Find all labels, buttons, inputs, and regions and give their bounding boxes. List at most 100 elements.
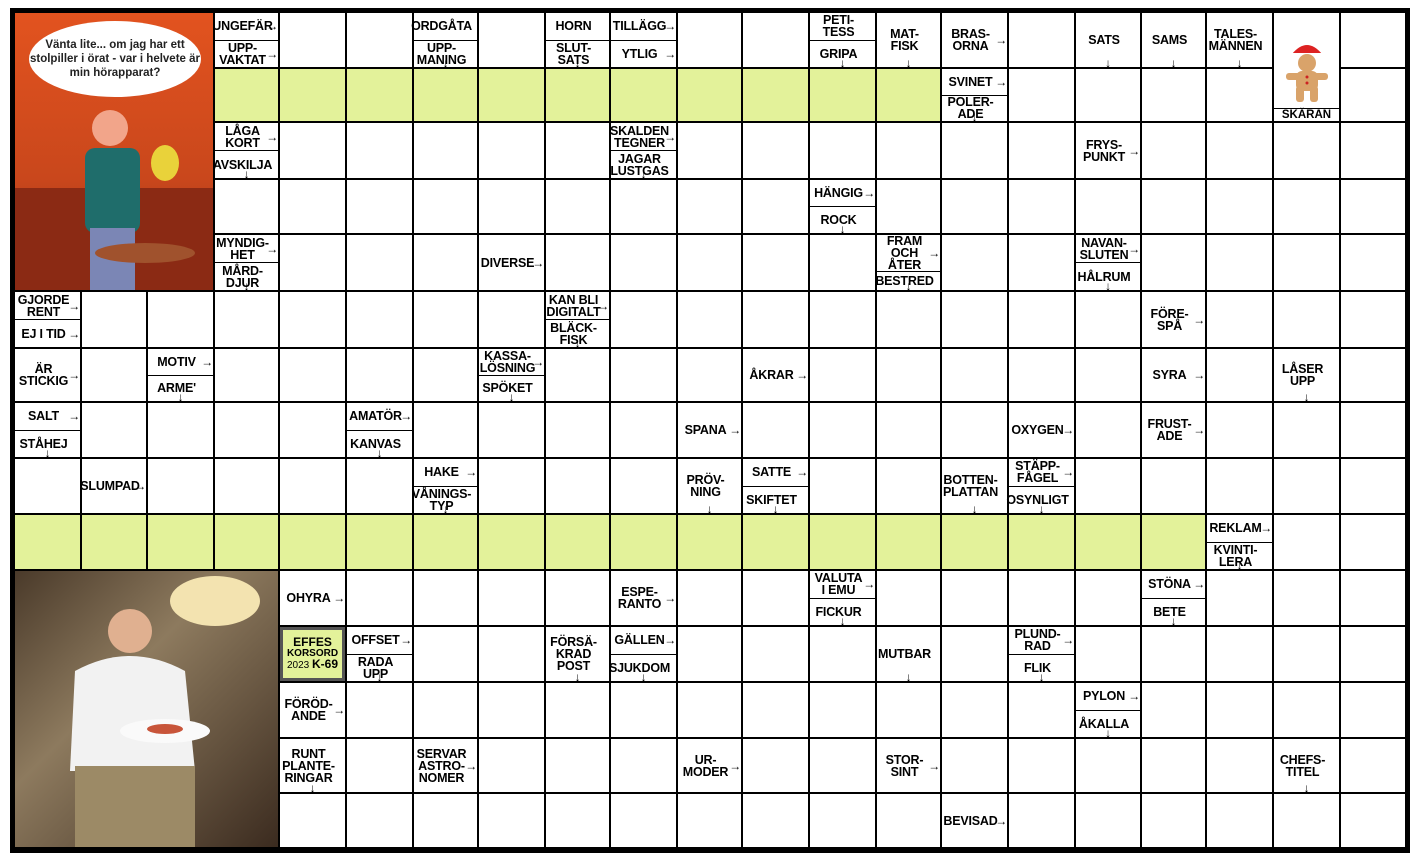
answer-cell[interactable] bbox=[1341, 13, 1405, 67]
answer-cell[interactable] bbox=[479, 180, 544, 233]
answer-cell[interactable] bbox=[1009, 123, 1074, 178]
answer-cell[interactable] bbox=[1341, 69, 1405, 121]
answer-cell[interactable] bbox=[743, 739, 808, 792]
answer-cell[interactable] bbox=[743, 180, 808, 233]
answer-cell[interactable] bbox=[347, 292, 412, 347]
answer-cell[interactable] bbox=[479, 403, 544, 457]
answer-cell[interactable] bbox=[810, 794, 875, 847]
answer-cell[interactable] bbox=[1009, 349, 1074, 401]
answer-cell[interactable] bbox=[1207, 403, 1272, 457]
answer-cell[interactable] bbox=[743, 235, 808, 290]
answer-cell[interactable] bbox=[347, 459, 412, 513]
answer-cell[interactable] bbox=[1076, 571, 1140, 625]
answer-cell-highlighted[interactable] bbox=[877, 69, 940, 121]
answer-cell[interactable] bbox=[1341, 123, 1405, 178]
answer-cell[interactable] bbox=[1142, 739, 1205, 792]
answer-cell[interactable] bbox=[414, 292, 477, 347]
answer-cell[interactable] bbox=[414, 571, 477, 625]
answer-cell-highlighted[interactable] bbox=[414, 515, 477, 569]
answer-cell[interactable] bbox=[678, 683, 741, 737]
answer-cell[interactable] bbox=[148, 292, 213, 347]
answer-cell[interactable] bbox=[1341, 515, 1405, 569]
answer-cell[interactable] bbox=[280, 123, 345, 178]
answer-cell-highlighted[interactable] bbox=[743, 515, 808, 569]
answer-cell[interactable] bbox=[810, 123, 875, 178]
answer-cell-highlighted[interactable] bbox=[280, 69, 345, 121]
answer-cell[interactable] bbox=[479, 123, 544, 178]
answer-cell[interactable] bbox=[215, 459, 278, 513]
answer-cell[interactable] bbox=[1274, 627, 1339, 681]
answer-cell[interactable] bbox=[1142, 123, 1205, 178]
answer-cell[interactable] bbox=[678, 180, 741, 233]
answer-cell[interactable] bbox=[148, 403, 213, 457]
answer-cell-highlighted[interactable] bbox=[810, 515, 875, 569]
answer-cell-highlighted[interactable] bbox=[546, 69, 609, 121]
answer-cell[interactable] bbox=[546, 459, 609, 513]
answer-cell[interactable] bbox=[479, 571, 544, 625]
answer-cell[interactable] bbox=[15, 459, 80, 513]
answer-cell[interactable] bbox=[1076, 349, 1140, 401]
answer-cell[interactable] bbox=[743, 292, 808, 347]
answer-cell[interactable] bbox=[1009, 69, 1074, 121]
answer-cell[interactable] bbox=[1207, 627, 1272, 681]
answer-cell[interactable] bbox=[1207, 292, 1272, 347]
answer-cell-highlighted[interactable] bbox=[1009, 515, 1074, 569]
answer-cell[interactable] bbox=[611, 349, 676, 401]
answer-cell[interactable] bbox=[611, 292, 676, 347]
answer-cell-highlighted[interactable] bbox=[215, 69, 278, 121]
answer-cell[interactable] bbox=[942, 292, 1007, 347]
answer-cell[interactable] bbox=[215, 180, 278, 233]
answer-cell[interactable] bbox=[611, 683, 676, 737]
answer-cell[interactable] bbox=[347, 13, 412, 67]
answer-cell[interactable] bbox=[546, 739, 609, 792]
answer-cell-highlighted[interactable] bbox=[148, 515, 213, 569]
answer-cell[interactable] bbox=[82, 403, 146, 457]
answer-cell[interactable] bbox=[810, 459, 875, 513]
answer-cell[interactable] bbox=[877, 459, 940, 513]
answer-cell[interactable] bbox=[810, 627, 875, 681]
answer-cell[interactable] bbox=[1207, 349, 1272, 401]
answer-cell[interactable] bbox=[479, 683, 544, 737]
answer-cell[interactable] bbox=[1009, 292, 1074, 347]
answer-cell[interactable] bbox=[1341, 349, 1405, 401]
answer-cell[interactable] bbox=[215, 349, 278, 401]
answer-cell[interactable] bbox=[479, 627, 544, 681]
answer-cell[interactable] bbox=[1274, 292, 1339, 347]
answer-cell[interactable] bbox=[479, 794, 544, 847]
answer-cell[interactable] bbox=[479, 739, 544, 792]
answer-cell[interactable] bbox=[810, 683, 875, 737]
answer-cell[interactable] bbox=[148, 459, 213, 513]
answer-cell[interactable] bbox=[1009, 571, 1074, 625]
answer-cell[interactable] bbox=[1076, 403, 1140, 457]
answer-cell[interactable] bbox=[611, 403, 676, 457]
answer-cell-highlighted[interactable] bbox=[810, 69, 875, 121]
answer-cell[interactable] bbox=[215, 403, 278, 457]
answer-cell[interactable] bbox=[1009, 683, 1074, 737]
answer-cell[interactable] bbox=[743, 571, 808, 625]
answer-cell[interactable] bbox=[280, 235, 345, 290]
answer-cell[interactable] bbox=[1341, 459, 1405, 513]
answer-cell[interactable] bbox=[1207, 459, 1272, 513]
answer-cell-highlighted[interactable] bbox=[611, 69, 676, 121]
answer-cell-highlighted[interactable] bbox=[877, 515, 940, 569]
answer-cell-highlighted[interactable] bbox=[743, 69, 808, 121]
answer-cell[interactable] bbox=[1207, 69, 1272, 121]
answer-cell[interactable] bbox=[877, 794, 940, 847]
answer-cell[interactable] bbox=[414, 403, 477, 457]
answer-cell[interactable] bbox=[546, 235, 609, 290]
answer-cell[interactable] bbox=[942, 123, 1007, 178]
answer-cell[interactable] bbox=[1341, 794, 1405, 847]
answer-cell[interactable] bbox=[479, 292, 544, 347]
answer-cell-highlighted[interactable] bbox=[347, 69, 412, 121]
answer-cell[interactable] bbox=[1341, 403, 1405, 457]
answer-cell[interactable] bbox=[678, 235, 741, 290]
answer-cell[interactable] bbox=[347, 180, 412, 233]
answer-cell[interactable] bbox=[1207, 235, 1272, 290]
answer-cell[interactable] bbox=[1142, 235, 1205, 290]
answer-cell[interactable] bbox=[280, 292, 345, 347]
answer-cell[interactable] bbox=[1142, 69, 1205, 121]
answer-cell[interactable] bbox=[414, 683, 477, 737]
answer-cell[interactable] bbox=[1341, 739, 1405, 792]
answer-cell[interactable] bbox=[678, 13, 741, 67]
answer-cell[interactable] bbox=[1142, 794, 1205, 847]
